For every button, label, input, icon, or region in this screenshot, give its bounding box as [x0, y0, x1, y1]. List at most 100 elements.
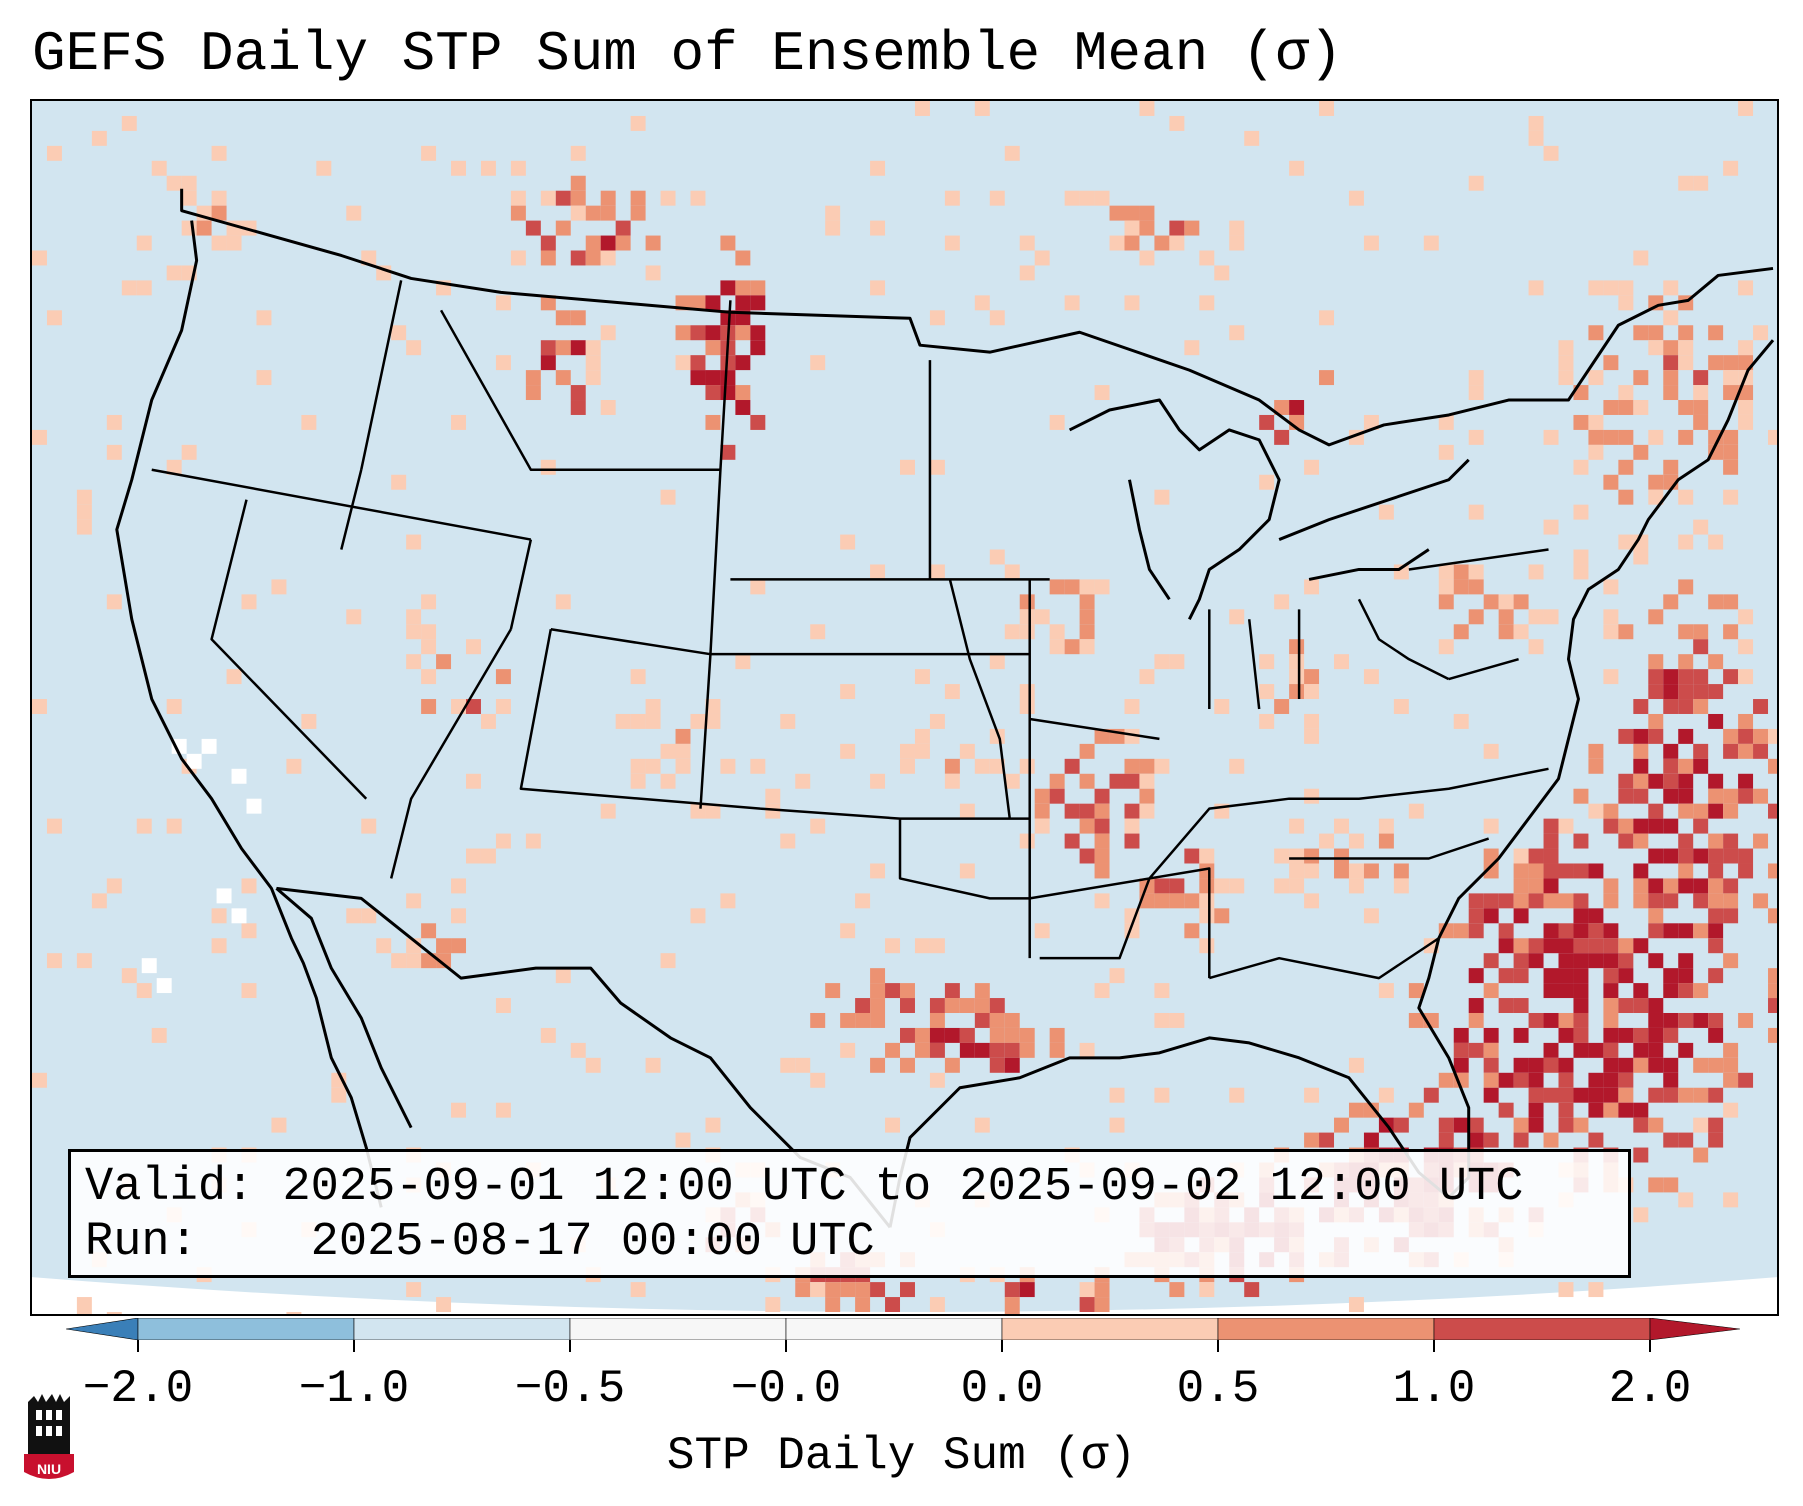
stp-cell [1304, 579, 1320, 595]
stp-cell [1498, 609, 1514, 625]
stp-cell [944, 758, 960, 774]
stp-cell [1558, 983, 1574, 999]
stp-cell [1019, 265, 1035, 281]
stp-cell [1468, 504, 1484, 520]
stp-cell [944, 983, 960, 999]
baja-peninsula [275, 887, 413, 1129]
map-domain-background [32, 101, 1777, 1313]
stp-cell [1139, 101, 1155, 116]
stp-cell [570, 310, 586, 326]
stp-cell [1528, 1012, 1544, 1028]
stp-cell [1768, 1027, 1777, 1043]
stp-cell [1753, 833, 1769, 849]
stp-cell [914, 669, 930, 685]
stp-cell [944, 235, 960, 251]
stp-cell [1678, 624, 1694, 640]
stp-cell [1154, 235, 1170, 251]
stp-cell [1139, 758, 1155, 774]
stp-cell [1483, 1042, 1499, 1058]
stp-cell [1483, 983, 1499, 999]
colorbar-segment [1433, 1318, 1651, 1340]
stp-cell [1378, 983, 1394, 999]
stp-cell [1618, 1072, 1634, 1088]
stp-cell [1663, 310, 1679, 326]
stp-cell [151, 160, 167, 176]
stp-cell [1543, 878, 1559, 894]
stp-cell [241, 878, 257, 894]
stp-cell [1124, 833, 1140, 849]
stp-cell [705, 1117, 721, 1133]
stp-cell [1184, 220, 1200, 236]
stp-cell [1693, 893, 1709, 909]
stp-cell [1543, 938, 1559, 954]
state-lines [151, 280, 1549, 980]
stp-cell [331, 1072, 347, 1088]
stp-cell [1723, 743, 1739, 759]
stp-cell [1274, 699, 1290, 714]
stp-cell [1184, 893, 1200, 909]
stp-cell [1169, 1282, 1185, 1298]
stp-cell [1483, 863, 1499, 879]
stp-cell [929, 1012, 945, 1028]
stp-cell [1663, 355, 1679, 371]
stp-cell [32, 1072, 47, 1088]
stp-cell [1663, 684, 1679, 700]
stp-cell [974, 295, 990, 311]
stp-cell [1363, 1132, 1379, 1148]
stp-cell [1633, 998, 1649, 1013]
stp-cell [32, 250, 47, 266]
colorbar-tick-mark [1001, 1340, 1003, 1352]
stp-cell [495, 1102, 511, 1118]
stp-cell [840, 684, 856, 700]
stp-cell [1334, 1117, 1349, 1133]
stp-cell [1663, 1072, 1679, 1088]
stp-cell [1558, 953, 1574, 969]
stp-cell [421, 639, 437, 655]
valid-label: Valid: [85, 1161, 255, 1214]
stp-cell [1304, 459, 1320, 475]
stp-cell [974, 101, 990, 116]
stp-cell [1109, 1087, 1125, 1103]
stp-cell [1109, 1117, 1125, 1133]
stp-cell [1648, 429, 1664, 445]
stp-cell [76, 953, 92, 969]
stp-cell [1693, 1012, 1709, 1028]
stp-cell [1693, 414, 1709, 430]
stp-cell [1079, 818, 1095, 834]
stp-cell [555, 340, 571, 356]
stp-cell [1693, 818, 1709, 834]
stp-cell [1588, 938, 1604, 954]
stp-cell [1289, 818, 1305, 834]
stp-cell [1573, 1012, 1589, 1028]
valid-row: Valid: 2025-09-01 12:00 UTC to 2025-09-0… [85, 1160, 1628, 1215]
stp-cell [959, 743, 975, 759]
stp-cell [1483, 848, 1499, 864]
stp-cell [705, 325, 721, 341]
stp-cell [226, 669, 242, 685]
stp-cell [1723, 788, 1739, 804]
stp-cell-neutral [186, 753, 202, 769]
stp-cell [1348, 833, 1364, 849]
stp-cell [1753, 743, 1769, 759]
stp-cell [1468, 998, 1484, 1013]
stp-cell [1708, 938, 1724, 954]
stp-cell [1768, 863, 1777, 879]
stp-cell [1513, 1057, 1529, 1073]
stp-cell [1738, 609, 1754, 625]
stp-cell [675, 743, 691, 759]
stp-cell [1289, 160, 1305, 176]
stp-cell [1708, 1087, 1724, 1103]
stp-cell [705, 699, 721, 714]
stp-cell [1528, 848, 1544, 864]
stp-cell [1214, 908, 1230, 924]
stp-cell [1573, 893, 1589, 909]
stp-cell [780, 713, 796, 729]
stp-cell [944, 1027, 960, 1043]
stp-cell [1094, 833, 1110, 849]
stp-cell [870, 773, 886, 789]
stp-cell [1588, 1087, 1604, 1103]
stp-cell [1169, 1012, 1185, 1028]
stp-cell [1603, 474, 1619, 490]
stp-cell [211, 145, 227, 161]
stp-cell [1004, 145, 1020, 161]
